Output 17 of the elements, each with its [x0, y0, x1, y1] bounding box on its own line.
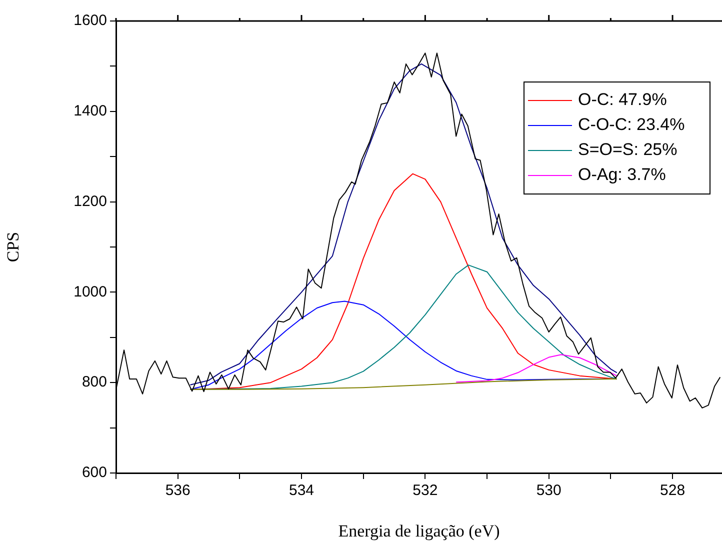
x-tick-label: 532 [412, 482, 438, 500]
legend-label: S=O=S: 25% [578, 140, 678, 160]
y-tick-label: 1400 [74, 102, 107, 120]
x-tick-label: 534 [288, 482, 314, 500]
y-tick-label: 1200 [74, 192, 107, 210]
x-tick-label: 536 [165, 482, 190, 500]
x-tick-label: 528 [660, 482, 686, 500]
legend-label: O-C: 47.9% [578, 90, 667, 110]
y-tick-label: 1000 [74, 283, 107, 300]
y-tick-label: 800 [82, 374, 107, 391]
x-axis-title: Energia de ligação (eV) [338, 521, 500, 540]
x-tick-label: 530 [536, 482, 562, 500]
y-axis-title: CPS [4, 232, 23, 262]
legend-label: C-O-C: 23.4% [578, 115, 685, 134]
y-tick-label: 1600 [74, 12, 107, 30]
legend-label: O-Ag: 3.7% [578, 165, 666, 184]
y-tick-label: 600 [82, 464, 107, 482]
